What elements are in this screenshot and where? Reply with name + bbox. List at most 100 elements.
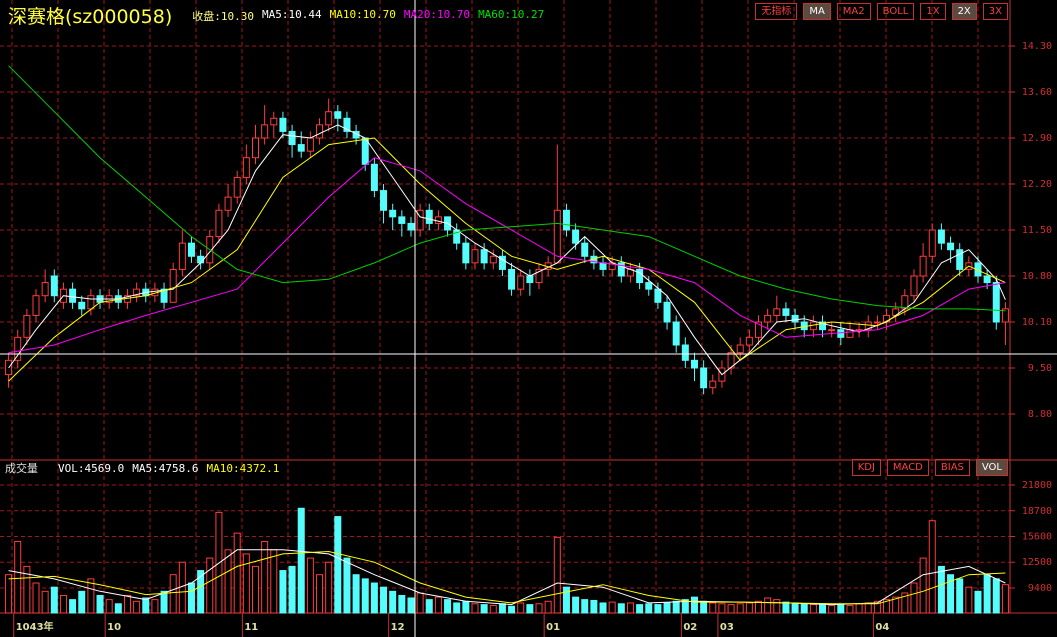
x-tick-label: 1043年: [16, 620, 54, 633]
indicator: MA5:10.44: [261, 7, 322, 21]
volume-bar: [599, 602, 607, 614]
button[interactable]: MA2: [836, 3, 871, 20]
candle-body: [133, 288, 141, 297]
volume-bar: [709, 602, 717, 614]
volume-bar: [883, 599, 891, 614]
volume-bar: [316, 574, 324, 614]
volume-bar: [901, 592, 909, 614]
button[interactable]: KDJ: [851, 459, 881, 476]
button[interactable]: BOLL: [876, 3, 915, 20]
candle-body: [864, 321, 872, 331]
candle-body: [526, 275, 534, 284]
candle-body: [389, 209, 397, 218]
candle-body: [489, 255, 497, 264]
volume-bar: [517, 602, 525, 614]
candle-body: [23, 314, 31, 338]
volume-bar: [41, 590, 49, 614]
volume-header: 成交量 VOL:4569.0 MA5:4758.6 MA10:4372.1: [5, 460, 279, 476]
volume-bar: [663, 602, 671, 614]
volume-bar: [142, 597, 150, 614]
volume-bar: [178, 561, 186, 614]
x-tick-label: 12: [391, 622, 405, 633]
volume-bar: [434, 596, 442, 614]
candle-body: [261, 124, 269, 139]
candle-body: [937, 229, 945, 244]
candle-body: [306, 137, 314, 152]
button[interactable]: BIAS: [934, 459, 970, 476]
volume-bar: [380, 586, 388, 614]
candle-body: [279, 117, 287, 132]
volume-bar: [526, 604, 534, 614]
candle-body: [727, 352, 735, 369]
candle-body: [160, 288, 168, 303]
volume-bar: [800, 603, 808, 614]
x-tick-label: 10: [107, 622, 121, 633]
volume-bar: [444, 599, 452, 614]
button[interactable]: 1X: [920, 3, 946, 20]
button[interactable]: 3X: [982, 3, 1008, 20]
candle-body: [425, 209, 433, 224]
y-tick-label: 9400: [1028, 583, 1052, 594]
indicator: MA10:4372.1: [206, 461, 280, 475]
volume-bar: [892, 596, 900, 614]
volume-bar: [498, 603, 506, 614]
button[interactable]: 2X: [951, 3, 977, 20]
button[interactable]: VOL: [975, 459, 1008, 476]
candle-body: [252, 137, 259, 159]
header: 深赛格(sz000058) 收盘:10.30 MA5:10.44 MA10:10.70…: [8, 2, 544, 29]
volume-bar: [718, 603, 726, 614]
volume-bar: [114, 603, 122, 614]
y-tick-label: 10.10: [1022, 317, 1052, 328]
y-tick-label: 12.90: [1022, 133, 1052, 144]
volume-bar: [78, 590, 86, 614]
volume-bar: [764, 597, 772, 614]
toolbar: 无指标 MA MA2 BOLL 1X 2X 3X: [755, 3, 1008, 20]
volume-bar: [480, 604, 488, 614]
candle-body: [755, 321, 762, 338]
volume-bar: [288, 565, 296, 614]
candle-body: [498, 255, 506, 270]
y-tick-label: 12.20: [1022, 179, 1052, 190]
candle-body: [700, 367, 708, 389]
volume-bar: [947, 574, 955, 614]
volume-bar: [325, 561, 333, 614]
candle-body: [764, 314, 772, 323]
volume-bar: [133, 600, 141, 614]
candle-body: [636, 268, 644, 284]
candle-body: [32, 295, 40, 316]
volume-bar: [736, 603, 744, 614]
volume-bar: [928, 520, 936, 614]
volume-bar: [544, 600, 552, 614]
candle-body: [334, 111, 342, 119]
volume-bar: [69, 599, 77, 614]
candle-body: [736, 344, 744, 354]
y-tick-label: 15600: [1022, 532, 1052, 543]
ma-line: [8, 65, 1006, 312]
candle-body: [316, 124, 324, 139]
volume-bar: [87, 578, 95, 614]
x-tick-label: 11: [244, 622, 258, 633]
volume-bar: [700, 600, 708, 614]
volume-bar: [745, 602, 753, 614]
candle-body: [654, 288, 662, 303]
volume-bar: [160, 590, 168, 614]
y-tick-label: 14.30: [1022, 41, 1052, 52]
indicator: MA5:4758.6: [132, 461, 199, 475]
candle-body: [78, 301, 86, 310]
volume-bar: [297, 507, 305, 614]
candle-body: [956, 249, 964, 270]
button[interactable]: MA: [803, 3, 831, 20]
candle-body: [325, 111, 333, 126]
candle-body: [233, 176, 241, 198]
volume-bar: [270, 549, 278, 614]
volume-bar: [343, 557, 351, 614]
volume-bar: [855, 603, 863, 614]
button[interactable]: 无指标: [755, 3, 798, 20]
button[interactable]: MACD: [886, 459, 929, 476]
candle-body: [562, 209, 570, 231]
volume-bar: [508, 605, 516, 614]
volume-bar: [1001, 584, 1009, 614]
candle-body: [1001, 308, 1009, 323]
volume-bar: [252, 565, 259, 614]
x-tick-label: 02: [683, 622, 697, 633]
